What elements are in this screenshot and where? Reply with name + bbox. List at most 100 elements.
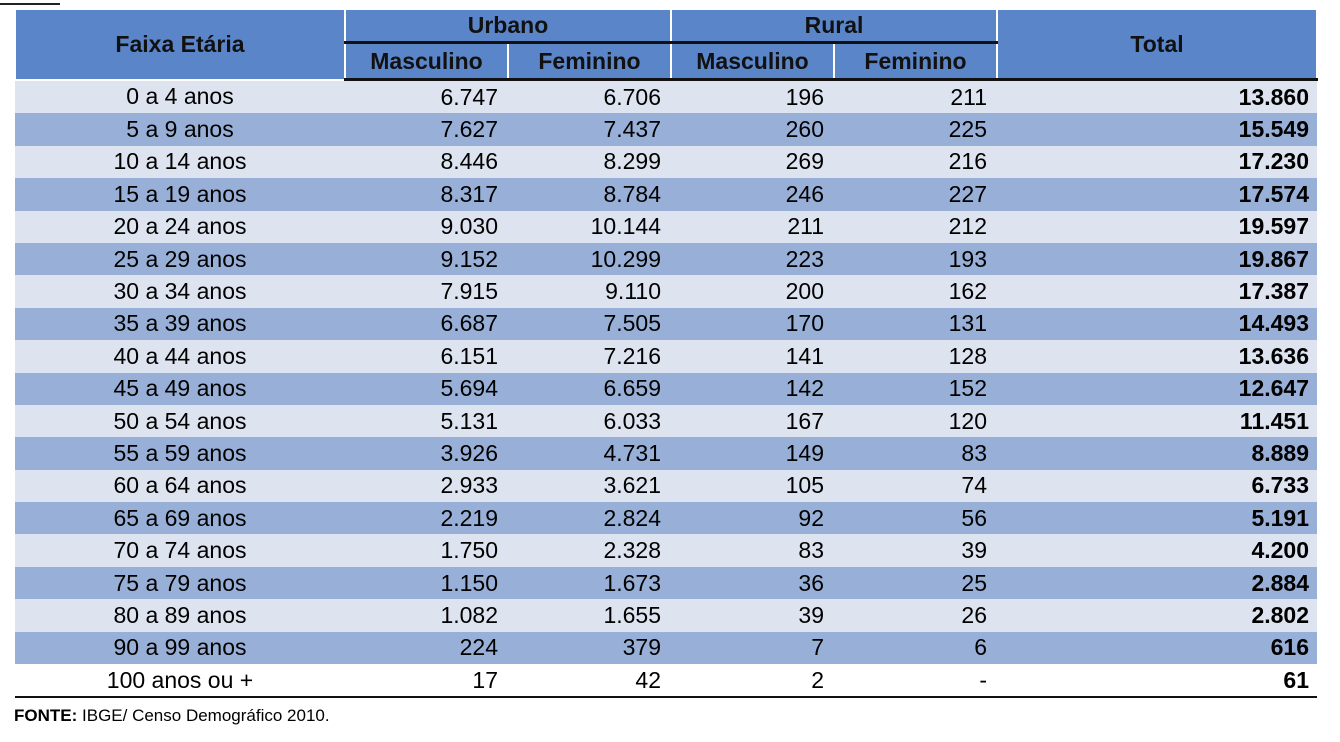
cell-urbano-feminino: 8.299 xyxy=(508,145,671,179)
cell-rural-feminino: 6 xyxy=(834,631,998,665)
cell-rural-feminino: 128 xyxy=(834,340,998,373)
cell-rural-masculino: 149 xyxy=(671,437,834,470)
cell-urbano-feminino: 6.659 xyxy=(508,372,671,405)
cell-urbano-masculino: 6.747 xyxy=(345,79,508,114)
cell-total: 8.889 xyxy=(997,437,1318,470)
cell-total: 14.493 xyxy=(997,307,1318,341)
cell-urbano-masculino: 5.694 xyxy=(345,372,508,405)
table-body: 0 a 4 anos 6.747 6.706 196 211 13.860 5 a 9 an… xyxy=(15,79,1318,699)
cell-rural-masculino: 92 xyxy=(671,502,834,535)
cell-total: 13.636 xyxy=(997,340,1318,373)
table-row: 10 a 14 anos 8.446 8.299 269 216 17.230 xyxy=(15,145,1318,179)
header-urbano-masculino: Masculino xyxy=(344,41,509,81)
cell-rural-feminino: 162 xyxy=(834,275,998,308)
table-header: Faixa Etária Urbano Rural Total Masculin… xyxy=(14,8,1319,81)
cell-rural-masculino: 200 xyxy=(671,275,834,308)
table-row: 50 a 54 anos 5.131 6.033 167 120 11.451 xyxy=(15,404,1318,438)
cell-total: 13.860 xyxy=(997,79,1318,114)
cell-rural-masculino: 269 xyxy=(671,145,834,179)
cell-faixa-etaria: 80 a 89 anos xyxy=(15,599,345,632)
cell-faixa-etaria: 15 a 19 anos xyxy=(15,178,345,211)
cell-rural-masculino: 83 xyxy=(671,534,834,567)
cell-urbano-feminino: 6.033 xyxy=(508,404,671,438)
cell-rural-feminino: - xyxy=(834,664,998,699)
cell-rural-feminino: 216 xyxy=(834,145,998,179)
cell-rural-feminino: 212 xyxy=(834,210,998,243)
source-note: FONTE: IBGE/ Censo Demográfico 2010. xyxy=(14,706,330,726)
cell-urbano-feminino: 2.328 xyxy=(508,534,671,567)
table-row: 65 a 69 anos 2.219 2.824 92 56 5.191 xyxy=(15,502,1318,535)
cell-faixa-etaria: 25 a 29 anos xyxy=(15,242,345,276)
cell-urbano-feminino: 3.621 xyxy=(508,469,671,503)
cell-total: 616 xyxy=(997,631,1318,665)
cell-urbano-masculino: 6.687 xyxy=(345,307,508,341)
table-row: 100 anos ou +17 42 2-61 xyxy=(15,664,1318,699)
cell-total: 5.191 xyxy=(997,502,1318,535)
cell-rural-masculino: 223 xyxy=(671,242,834,276)
cell-total: 2.884 xyxy=(997,566,1318,600)
cell-rural-feminino: 193 xyxy=(834,242,998,276)
cell-rural-masculino: 170 xyxy=(671,307,834,341)
cell-total: 4.200 xyxy=(997,534,1318,567)
cell-rural-masculino: 2 xyxy=(671,664,834,699)
cell-total: 19.867 xyxy=(997,242,1318,276)
cell-rural-masculino: 167 xyxy=(671,404,834,438)
cell-urbano-feminino: 1.673 xyxy=(508,566,671,600)
cell-faixa-etaria: 35 a 39 anos xyxy=(15,307,345,341)
cell-urbano-feminino: 9.110 xyxy=(508,275,671,308)
cell-rural-feminino: 120 xyxy=(834,404,998,438)
table-row: 25 a 29 anos 9.152 10.299 223 193 19.867 xyxy=(15,242,1318,276)
table-row: 20 a 24 anos 9.030 10.144 211 212 19.597 xyxy=(15,210,1318,243)
cell-urbano-feminino: 7.216 xyxy=(508,340,671,373)
cell-urbano-feminino: 1.655 xyxy=(508,599,671,632)
cell-faixa-etaria: 75 a 79 anos xyxy=(15,566,345,600)
cell-total: 11.451 xyxy=(997,404,1318,438)
cell-rural-masculino: 7 xyxy=(671,631,834,665)
cell-rural-feminino: 211 xyxy=(834,79,998,114)
cell-urbano-masculino: 9.152 xyxy=(345,242,508,276)
cell-rural-masculino: 260 xyxy=(671,113,834,146)
cell-urbano-masculino: 7.915 xyxy=(345,275,508,308)
cell-rural-feminino: 225 xyxy=(834,113,998,146)
cell-urbano-feminino: 4.731 xyxy=(508,437,671,470)
cell-rural-masculino: 36 xyxy=(671,566,834,600)
table-row: 90 a 99 anos 224 379 7 6 616 xyxy=(15,631,1318,665)
cell-rural-feminino: 227 xyxy=(834,178,998,211)
header-rural-feminino: Feminino xyxy=(832,41,999,81)
table-row: 60 a 64 anos 2.933 3.621 105 74 6.733 xyxy=(15,469,1318,503)
table-row: 55 a 59 anos 3.926 4.731 149 83 8.889 xyxy=(15,437,1318,470)
cell-urbano-feminino: 42 xyxy=(508,664,671,699)
cell-urbano-masculino: 3.926 xyxy=(345,437,508,470)
source-label: FONTE: xyxy=(14,706,78,725)
cell-faixa-etaria: 30 a 34 anos xyxy=(15,275,345,308)
cell-rural-feminino: 26 xyxy=(834,599,998,632)
table-row: 40 a 44 anos 6.151 7.216 141 128 13.636 xyxy=(15,340,1318,373)
cell-total: 17.574 xyxy=(997,178,1318,211)
cell-urbano-feminino: 6.706 xyxy=(508,79,671,114)
table-row: 35 a 39 anos 6.687 7.505 170 131 14.493 xyxy=(15,307,1318,341)
cell-urbano-masculino: 8.446 xyxy=(345,145,508,179)
table-row: 5 a 9 anos 7.627 7.437 260 225 15.549 xyxy=(15,113,1318,146)
header-urbano-feminino: Feminino xyxy=(507,41,672,81)
cell-urbano-masculino: 1.750 xyxy=(345,534,508,567)
header-rural: Rural xyxy=(669,8,999,44)
cell-urbano-feminino: 7.505 xyxy=(508,307,671,341)
table-row: 15 a 19 anos 8.317 8.784 246 227 17.574 xyxy=(15,178,1318,211)
cell-urbano-feminino: 10.144 xyxy=(508,210,671,243)
table-row: 80 a 89 anos 1.082 1.655 39 26 2.802 xyxy=(15,599,1318,632)
cell-total: 17.387 xyxy=(997,275,1318,308)
cell-rural-feminino: 152 xyxy=(834,372,998,405)
cell-urbano-feminino: 7.437 xyxy=(508,113,671,146)
cell-faixa-etaria: 50 a 54 anos xyxy=(15,404,345,438)
table-row: 45 a 49 anos 5.694 6.659 142 152 12.647 xyxy=(15,372,1318,405)
cell-urbano-masculino: 7.627 xyxy=(345,113,508,146)
cell-rural-masculino: 141 xyxy=(671,340,834,373)
cell-urbano-masculino: 2.933 xyxy=(345,469,508,503)
cell-urbano-feminino: 2.824 xyxy=(508,502,671,535)
source-text: IBGE/ Censo Demográfico 2010. xyxy=(77,706,330,725)
cell-total: 2.802 xyxy=(997,599,1318,632)
cell-total: 12.647 xyxy=(997,372,1318,405)
cell-faixa-etaria: 55 a 59 anos xyxy=(15,437,345,470)
cell-urbano-masculino: 9.030 xyxy=(345,210,508,243)
header-total: Total xyxy=(996,8,1319,81)
